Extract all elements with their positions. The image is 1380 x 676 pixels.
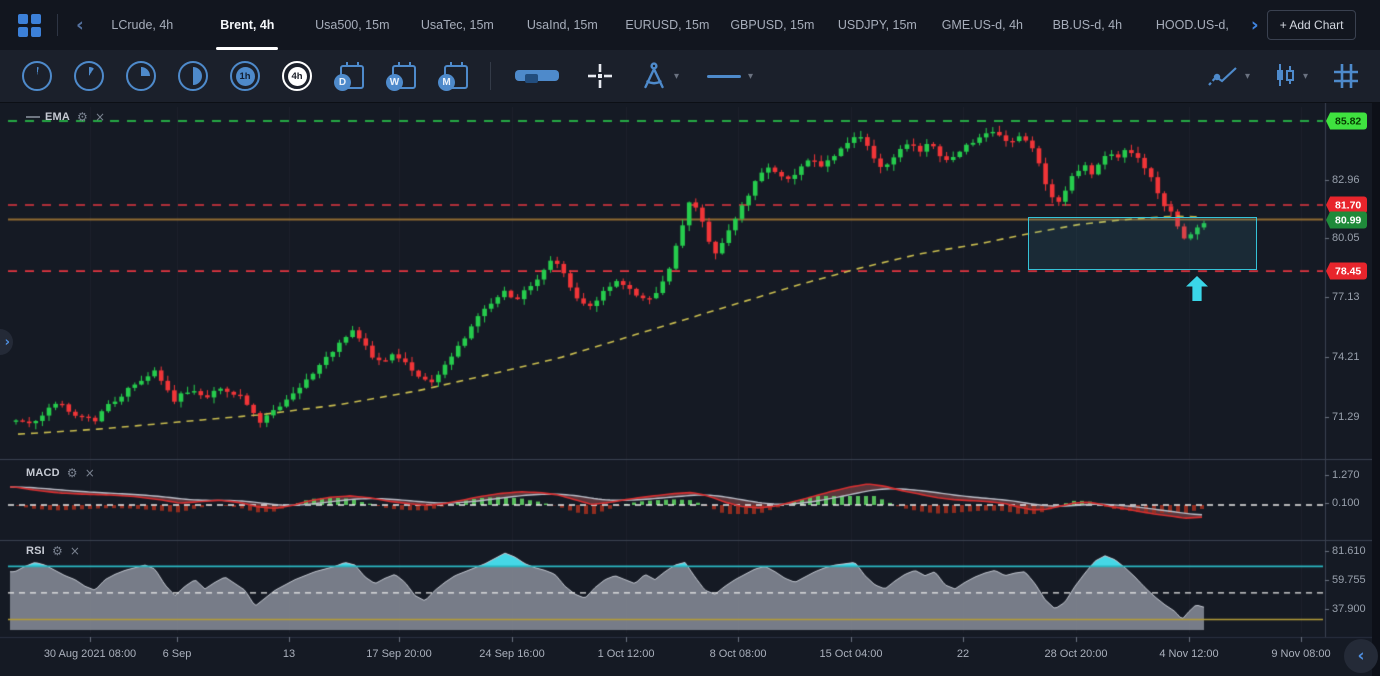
apps-grid-icon[interactable] (18, 13, 41, 37)
price-tick-82.96: 82.96 (1332, 174, 1360, 186)
right-tool-group: ▾ ▾ (1184, 62, 1360, 90)
macd-settings-gear-icon[interactable]: ⚙ (66, 466, 78, 480)
rsi-settings-gear-icon[interactable]: ⚙ (51, 544, 63, 558)
price-tick-80.05: 80.05 (1332, 232, 1360, 244)
price-badge-81.70: 81.70 (1326, 196, 1368, 214)
price-tick-77.13: 77.13 (1332, 291, 1360, 303)
price-tick-71.29: 71.29 (1332, 411, 1360, 423)
timeframe-15m-icon[interactable] (126, 61, 156, 91)
indicator-tick-1.270: 1.270 (1332, 469, 1360, 481)
tab-bar: ‹ LCrude, 4h Brent, 4h Usa500, 15m UsaTec, … (0, 0, 1380, 50)
chart-type-candle-icon[interactable]: ▾ (1274, 63, 1308, 89)
tab-usatec-15m[interactable]: UsaTec, 15m (420, 18, 494, 32)
price-badge-78.45: 78.45 (1326, 262, 1368, 280)
bottom-collapse-chevron-icon[interactable]: ‹ (1344, 639, 1378, 673)
tab-bb-us-d-4h[interactable]: BB.US-d, 4h (1052, 18, 1123, 32)
time-tick: 8 Oct 08:00 (709, 648, 767, 660)
price-badge-85.82: 85.82 (1326, 112, 1368, 130)
time-tick: 6 Sep (162, 648, 192, 660)
indicator-tick-0.100: 0.100 (1332, 497, 1360, 509)
drawing-rectangle[interactable] (1028, 217, 1257, 270)
ema-legend: EMA ⚙ × (26, 111, 105, 123)
grid-settings-icon[interactable] (1332, 62, 1360, 90)
ema-settings-gear-icon[interactable]: ⚙ (77, 110, 89, 124)
crosshair-icon[interactable] (587, 63, 613, 89)
calendar-m-icon[interactable]: M (438, 61, 468, 91)
line-tool-icon[interactable]: ▾ (707, 71, 753, 82)
tab-usa500-15m[interactable]: Usa500, 15m (315, 18, 390, 32)
time-tick: 15 Oct 04:00 (819, 648, 883, 660)
timeframe-1m-icon[interactable] (22, 61, 52, 91)
indicators-dropdown-icon[interactable]: ▾ (1244, 70, 1250, 82)
indicator-tick-37.900: 37.900 (1332, 603, 1366, 615)
timeframe-30m-icon[interactable] (178, 61, 208, 91)
ema-legend-label: EMA (45, 111, 71, 123)
tab-gme-us-d-4h[interactable]: GME.US-d, 4h (941, 18, 1023, 32)
macd-legend: MACD ⚙ × (26, 467, 95, 479)
time-tick: 4 Nov 12:00 (1159, 648, 1219, 660)
right-edge-strip (1372, 103, 1380, 676)
indicators-icon[interactable]: ▾ (1208, 64, 1250, 88)
chart-type-dropdown-icon[interactable]: ▾ (1302, 70, 1308, 82)
timeframe-1h-icon[interactable]: 1h (230, 61, 260, 91)
left-panel-expander-chevron-icon[interactable]: › (0, 329, 13, 355)
tab-usdjpy-15m[interactable]: USDJPY, 15m (837, 18, 917, 32)
toolbar-divider (490, 62, 491, 90)
tab-list: LCrude, 4h Brent, 4h Usa500, 15m UsaTec, 15… (90, 0, 1245, 50)
tab-brent-4h[interactable]: Brent, 4h (195, 0, 300, 50)
time-tick: 30 Aug 2021 08:00 (43, 648, 137, 660)
time-tick: 17 Sep 20:00 (366, 648, 432, 660)
tab-usaind-15m[interactable]: UsaInd, 15m (526, 18, 598, 32)
time-tick: 13 (282, 648, 296, 660)
macd-close-icon[interactable]: × (84, 466, 96, 480)
drawing-compass-icon[interactable]: ▾ (641, 62, 679, 90)
tabs-scroll-left-icon[interactable]: ‹ (76, 14, 84, 36)
macd-legend-label: MACD (26, 467, 60, 479)
timeframe-5m-icon[interactable] (74, 61, 104, 91)
chart-canvas[interactable] (0, 103, 1380, 676)
indicator-tick-81.610: 81.610 (1332, 545, 1366, 557)
compass-dropdown-icon[interactable]: ▾ (674, 70, 680, 82)
add-chart-button[interactable]: + Add Chart (1266, 10, 1357, 40)
tab-hood-us-d[interactable]: HOOD.US-d, (1155, 18, 1229, 32)
tabs-scroll-right-icon[interactable]: › (1250, 14, 1259, 36)
time-tick: 24 Sep 16:00 (479, 648, 545, 660)
indicator-tick-59.755: 59.755 (1332, 574, 1366, 586)
rsi-close-icon[interactable]: × (69, 544, 81, 558)
time-tick: 1 Oct 12:00 (597, 648, 655, 660)
ema-legend-line (26, 116, 40, 118)
rsi-legend: RSI ⚙ × (26, 545, 80, 557)
chart-area: EMA ⚙ × MACD ⚙ × RSI ⚙ × 82.96 80.05 77.13… (0, 103, 1380, 676)
tab-lcrude-4h[interactable]: LCrude, 4h (111, 18, 174, 32)
calendar-w-icon[interactable]: W (386, 61, 416, 91)
line-tool-dropdown-icon[interactable]: ▾ (748, 70, 754, 82)
tabbar-divider (57, 14, 58, 36)
time-tick: 28 Oct 20:00 (1044, 648, 1108, 660)
tab-gbpusd-15m[interactable]: GBPUSD, 15m (730, 18, 815, 32)
calendar-d-icon[interactable]: D (334, 61, 364, 91)
range-slider-icon[interactable] (515, 69, 559, 83)
rsi-legend-label: RSI (26, 545, 45, 557)
tab-eurusd-15m[interactable]: EURUSD, 15m (625, 18, 710, 32)
time-tick: 9 Nov 08:00 (1271, 648, 1331, 660)
price-tick-74.21: 74.21 (1332, 351, 1360, 363)
timeframe-4h-icon[interactable]: 4h (282, 61, 312, 91)
price-badge-80.99: 80.99 (1326, 211, 1368, 229)
time-tick: 22 (956, 648, 970, 660)
ema-close-icon[interactable]: × (95, 110, 106, 124)
timeframe-group: 1h 4h (0, 61, 312, 91)
